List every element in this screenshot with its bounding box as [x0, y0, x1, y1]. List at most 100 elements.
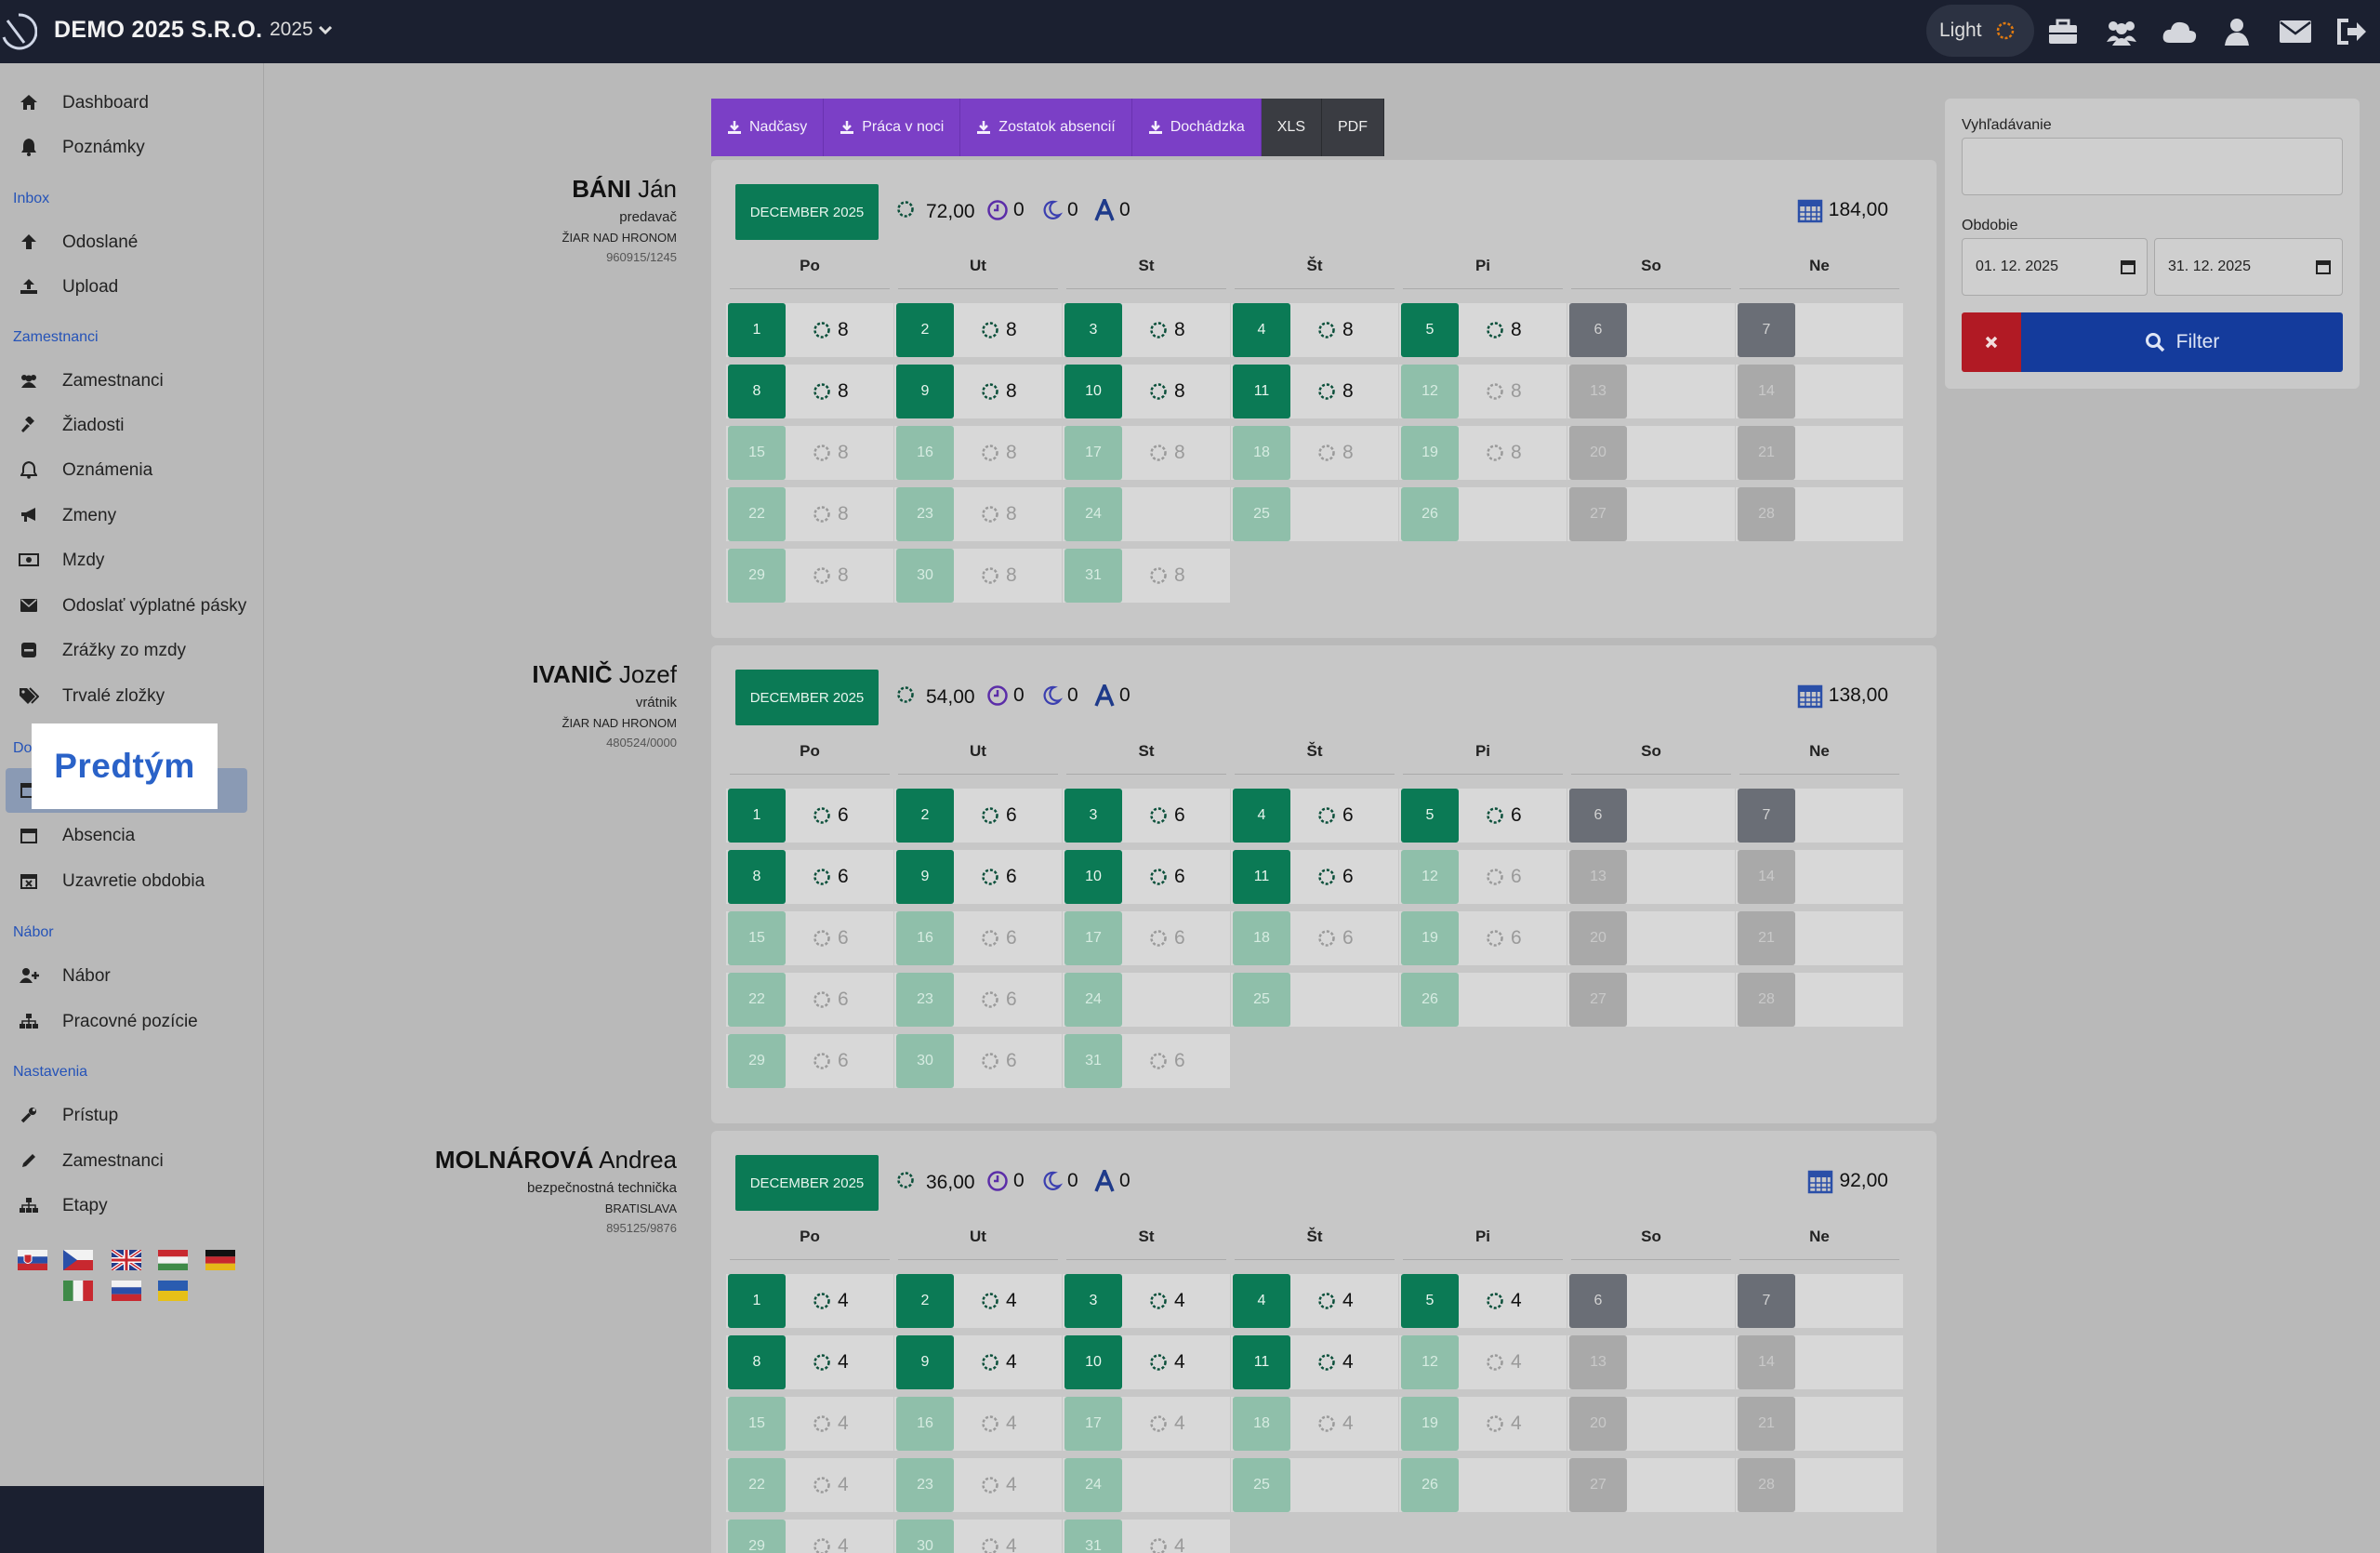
day-number[interactable]: 31 — [1064, 549, 1122, 603]
calendar-day-cell[interactable]: 31 8 — [1063, 549, 1230, 603]
day-number[interactable]: 11 — [1233, 365, 1290, 418]
calendar-day-cell[interactable]: 18 8 — [1231, 426, 1398, 480]
day-number[interactable]: 6 — [1569, 789, 1627, 843]
day-number[interactable]: 8 — [728, 1335, 786, 1389]
sidebar-item-trvale-zlozky[interactable]: Trvalé zložky — [0, 675, 264, 716]
calendar-day-cell[interactable]: 13 — [1567, 365, 1735, 418]
calendar-day-cell[interactable]: 7 — [1736, 789, 1903, 843]
calendar-day-cell[interactable]: 23 8 — [894, 487, 1062, 541]
download-praca-v-noci-button[interactable]: Práca v noci — [824, 99, 961, 156]
day-number[interactable]: 27 — [1569, 973, 1627, 1027]
sidebar-item-odoslat-vyplatne-pasky[interactable]: Odoslať výplatné pásky — [0, 585, 264, 626]
day-number[interactable]: 18 — [1233, 1397, 1290, 1451]
day-number[interactable]: 20 — [1569, 426, 1627, 480]
date-from-input[interactable]: 01. 12. 2025 — [1962, 238, 2148, 296]
calendar-day-cell[interactable]: 30 6 — [894, 1034, 1062, 1088]
day-number[interactable]: 28 — [1738, 973, 1795, 1027]
calendar-day-cell[interactable]: 14 — [1736, 850, 1903, 904]
day-number[interactable]: 4 — [1233, 789, 1290, 843]
cloud-icon[interactable] — [2161, 13, 2198, 50]
calendar-day-cell[interactable]: 7 — [1736, 1274, 1903, 1328]
day-number[interactable]: 3 — [1064, 789, 1122, 843]
calendar-day-cell[interactable]: 28 — [1736, 487, 1903, 541]
calendar-day-cell[interactable]: 7 — [1736, 303, 1903, 357]
calendar-day-cell[interactable]: 16 4 — [894, 1397, 1062, 1451]
calendar-day-cell[interactable]: 16 6 — [894, 911, 1062, 965]
calendar-day-cell[interactable]: 15 6 — [726, 911, 893, 965]
day-number[interactable]: 26 — [1401, 487, 1459, 541]
calendar-day-cell[interactable]: 24 — [1063, 973, 1230, 1027]
calendar-day-cell[interactable]: 11 8 — [1231, 365, 1398, 418]
calendar-day-cell[interactable]: 21 — [1736, 911, 1903, 965]
day-number[interactable]: 5 — [1401, 789, 1459, 843]
users-icon[interactable] — [2103, 13, 2140, 50]
day-number[interactable]: 9 — [896, 365, 954, 418]
sidebar-item-zrazky-zo-mzdy[interactable]: Zrážky zo mzdy — [0, 630, 264, 670]
day-number[interactable]: 21 — [1738, 911, 1795, 965]
calendar-day-cell[interactable]: 24 — [1063, 1458, 1230, 1512]
day-number[interactable]: 23 — [896, 973, 954, 1027]
calendar-day-cell[interactable]: 10 6 — [1063, 850, 1230, 904]
day-number[interactable]: 28 — [1738, 487, 1795, 541]
day-number[interactable]: 8 — [728, 365, 786, 418]
calendar-day-cell[interactable]: 26 — [1399, 487, 1567, 541]
calendar-day-cell[interactable]: 14 — [1736, 365, 1903, 418]
day-number[interactable]: 23 — [896, 1458, 954, 1512]
day-number[interactable]: 4 — [1233, 303, 1290, 357]
day-number[interactable]: 5 — [1401, 1274, 1459, 1328]
calendar-day-cell[interactable]: 23 4 — [894, 1458, 1062, 1512]
export-xls-button[interactable]: XLS — [1261, 99, 1322, 156]
day-number[interactable]: 7 — [1738, 303, 1795, 357]
day-number[interactable]: 10 — [1064, 850, 1122, 904]
calendar-day-cell[interactable]: 31 6 — [1063, 1034, 1230, 1088]
flag-de-icon[interactable] — [205, 1250, 235, 1270]
day-number[interactable]: 19 — [1401, 911, 1459, 965]
day-number[interactable]: 15 — [728, 1397, 786, 1451]
day-number[interactable]: 15 — [728, 426, 786, 480]
flag-hu-icon[interactable] — [158, 1250, 188, 1270]
calendar-day-cell[interactable]: 22 8 — [726, 487, 893, 541]
calendar-day-cell[interactable]: 10 4 — [1063, 1335, 1230, 1389]
day-number[interactable]: 25 — [1233, 487, 1290, 541]
day-number[interactable]: 22 — [728, 487, 786, 541]
employee-name[interactable]: BÁNI Ján — [324, 175, 677, 204]
calendar-day-cell[interactable]: 29 4 — [726, 1520, 893, 1553]
calendar-day-cell[interactable]: 11 6 — [1231, 850, 1398, 904]
day-number[interactable]: 11 — [1233, 850, 1290, 904]
download-dochadzka-button[interactable]: Dochádzka — [1131, 99, 1262, 156]
sign-out-icon[interactable] — [2334, 13, 2371, 50]
calendar-day-cell[interactable]: 30 8 — [894, 549, 1062, 603]
day-number[interactable]: 12 — [1401, 1335, 1459, 1389]
day-number[interactable]: 3 — [1064, 1274, 1122, 1328]
day-number[interactable]: 10 — [1064, 365, 1122, 418]
calendar-day-cell[interactable]: 29 8 — [726, 549, 893, 603]
clear-filter-button[interactable] — [1962, 312, 2021, 372]
calendar-day-cell[interactable]: 18 6 — [1231, 911, 1398, 965]
day-number[interactable]: 26 — [1401, 1458, 1459, 1512]
calendar-day-cell[interactable]: 27 — [1567, 487, 1735, 541]
day-number[interactable]: 25 — [1233, 973, 1290, 1027]
day-number[interactable]: 25 — [1233, 1458, 1290, 1512]
calendar-day-cell[interactable]: 15 4 — [726, 1397, 893, 1451]
sidebar-item-ziadosti[interactable]: Žiadosti — [0, 405, 264, 445]
flag-cz-icon[interactable] — [63, 1250, 93, 1270]
calendar-day-cell[interactable]: 6 — [1567, 789, 1735, 843]
sidebar-item-poznamky[interactable]: Poznámky — [0, 126, 264, 167]
sidebar-item-mzdy[interactable]: Mzdy — [0, 539, 264, 580]
calendar-day-cell[interactable]: 30 4 — [894, 1520, 1062, 1553]
day-number[interactable]: 14 — [1738, 1335, 1795, 1389]
calendar-day-cell[interactable]: 29 6 — [726, 1034, 893, 1088]
search-input[interactable] — [1962, 138, 2343, 195]
sidebar-item-absencia[interactable]: Absencia — [0, 815, 264, 856]
